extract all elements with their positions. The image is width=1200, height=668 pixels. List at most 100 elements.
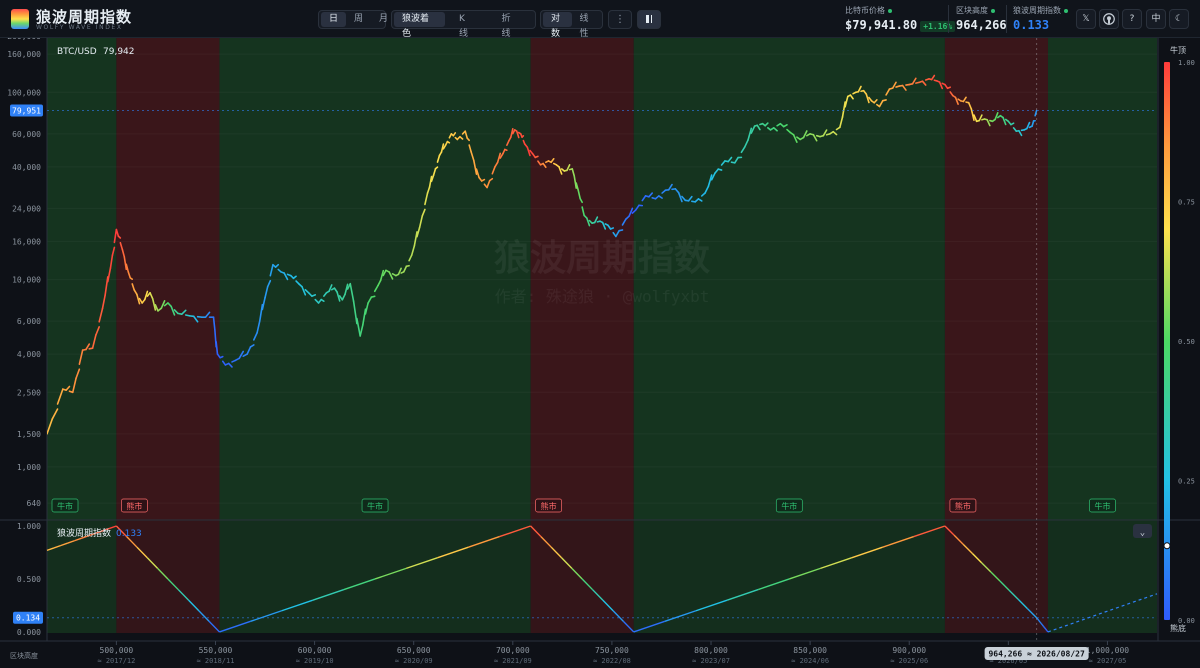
index-segment (1038, 620, 1041, 623)
index-segment (561, 557, 573, 569)
more-options-button[interactable]: ⋮ (608, 10, 632, 29)
bull-badge (1089, 498, 1116, 513)
index-segment (1041, 624, 1044, 627)
collapse-index-panel-button[interactable]: ⌄ (1133, 524, 1152, 538)
mode-option-line[interactable]: 折线 (501, 14, 511, 39)
colorbar-tick-label: 0.25 (1178, 478, 1195, 486)
cycle-badges: 牛市 熊市 牛市 熊市 牛市 熊市 牛市 (51, 498, 1116, 513)
index-segment (726, 588, 759, 601)
chart-canvas[interactable]: 200,000 160,000 100,000 60,000 40,000 24,000 1… (0, 38, 1200, 668)
price-segment (1002, 116, 1007, 126)
price-segment (882, 99, 887, 102)
index-segment (126, 536, 138, 548)
scale-option-linear[interactable]: 线性 (579, 14, 589, 39)
index-segment (571, 567, 583, 580)
price-segment (440, 143, 445, 153)
price-segment (480, 178, 486, 182)
price-segment (494, 161, 499, 168)
live-dot-icon (888, 8, 892, 13)
price-segment (822, 129, 828, 137)
block-height-value: 964,266 (956, 18, 1007, 32)
bear-badge-label: 熊市 (541, 501, 557, 511)
chevron-down-icon: ⌄ (1140, 528, 1145, 538)
price-segment (677, 191, 683, 203)
index-segment (999, 580, 1010, 591)
price-segment (101, 294, 106, 310)
price-segment (261, 296, 266, 311)
index-segment (81, 535, 89, 539)
price-segment (504, 148, 508, 152)
index-segment (612, 610, 624, 622)
price-segment (571, 168, 576, 177)
index-line (46, 525, 1158, 633)
index-segment (157, 567, 169, 580)
index-segment (962, 543, 973, 555)
index-segment (46, 547, 55, 552)
price-segment (416, 226, 421, 238)
price-segment (379, 269, 385, 282)
github-button[interactable] (1099, 9, 1119, 29)
mode-option-candles[interactable]: K线 (459, 14, 469, 39)
price-segment (215, 340, 219, 355)
theme-toggle-button[interactable]: ☾ (1169, 9, 1189, 29)
price-segment (470, 151, 475, 162)
price-segment (283, 272, 289, 281)
price-segment (212, 316, 216, 331)
price-segment (292, 275, 297, 280)
language-button[interactable]: 中 (1146, 9, 1166, 29)
period-option-month[interactable]: 月 (379, 14, 389, 24)
price-segment (911, 77, 917, 85)
price-segment (618, 229, 624, 232)
index-segment (1026, 608, 1038, 619)
period-option-day[interactable]: 日 (321, 12, 347, 27)
cycle-regions (47, 38, 1157, 633)
wave-index-value: 0.133 (1013, 18, 1050, 32)
index-segment (581, 578, 593, 591)
bear-badge (121, 498, 148, 513)
colorbar-current-marker (1163, 542, 1171, 550)
price-segment (1026, 121, 1031, 130)
price-segment (802, 130, 808, 139)
index-segment (74, 537, 82, 542)
price-segment (1034, 109, 1038, 117)
index-segment (437, 546, 469, 559)
index-segment (167, 578, 179, 591)
price-segment (792, 134, 798, 143)
price-segment (717, 168, 723, 171)
price-segment (839, 116, 844, 129)
x-tick-label: 500,000 (100, 646, 134, 655)
price-segment (832, 130, 838, 136)
x-twitter-button[interactable]: 𝕏 (1076, 9, 1096, 29)
price-segment (973, 114, 978, 123)
region-bull (219, 38, 531, 520)
price-segment (667, 183, 673, 191)
price-segment (593, 216, 599, 224)
price-segment (125, 263, 130, 273)
index-projection (1047, 593, 1158, 633)
scale-toggle: 对数 线性 (540, 10, 603, 39)
price-segment (204, 311, 211, 318)
period-option-week[interactable]: 周 (354, 14, 364, 24)
price-segment (697, 198, 703, 202)
mode-option-wave-color[interactable]: 狼波着色 (394, 12, 445, 39)
price-segment (687, 195, 693, 202)
index-segment (1037, 618, 1040, 622)
price-segment (844, 95, 849, 108)
price-segment (534, 155, 539, 159)
price-segment (336, 291, 341, 302)
block-height-label: 区块高度 (956, 6, 988, 15)
price-segment (743, 139, 749, 148)
price-segment (256, 320, 261, 334)
index-tick-label: 0.500 (17, 575, 41, 584)
price-segment (764, 122, 769, 127)
price-segment (714, 168, 720, 174)
price-segment (581, 206, 585, 217)
index-segment (198, 610, 210, 622)
price-segment (405, 264, 410, 268)
sidebar-toggle-button[interactable] (637, 10, 661, 29)
help-button[interactable]: ? (1122, 9, 1142, 29)
price-segment (521, 135, 525, 139)
x-tick-date: ≈ 2017/12 (97, 657, 135, 665)
x-tick-date: ≈ 2027/05 (1088, 657, 1126, 665)
scale-option-log[interactable]: 对数 (543, 12, 572, 39)
